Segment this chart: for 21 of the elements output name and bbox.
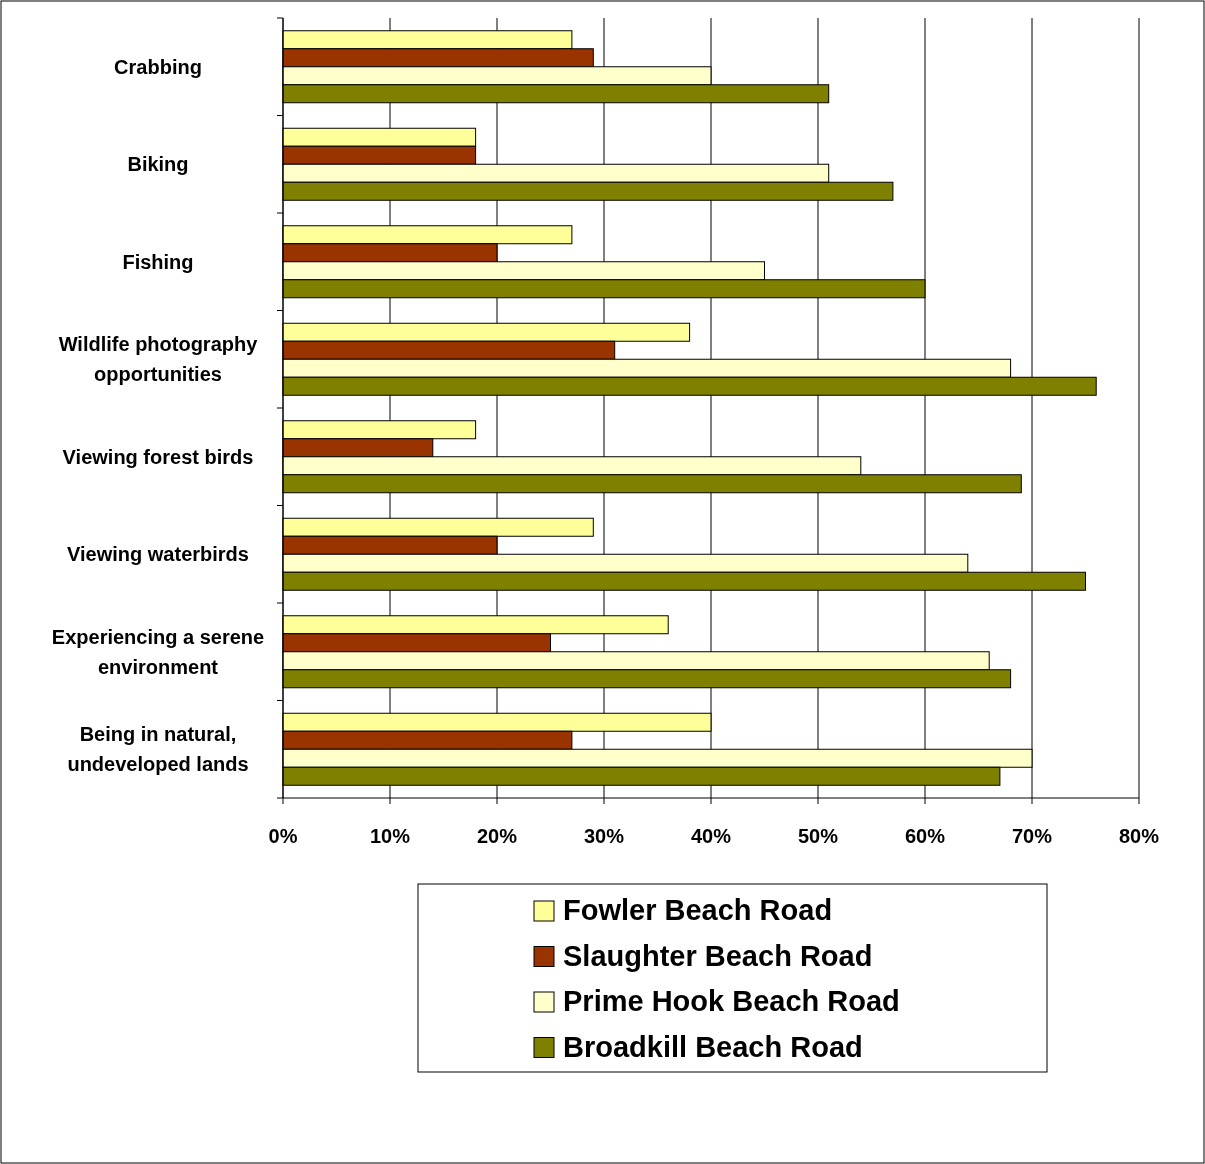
y-tick-label: Experiencing a serene environment	[51, 625, 265, 678]
x-tick-label: 10%	[369, 825, 411, 847]
y-tick-label: Biking	[127, 153, 189, 176]
y-tick-label: Crabbing	[114, 55, 202, 78]
x-tick-label: 50%	[797, 825, 839, 847]
legend-label: Broadkill Beach Road	[563, 1030, 863, 1063]
y-tick-label: Viewing waterbirds	[67, 543, 249, 566]
x-tick-label: 20%	[476, 825, 518, 847]
legend-label: Slaughter Beach Road	[563, 939, 873, 972]
legend-label: Fowler Beach Road	[563, 894, 833, 926]
y-tick-label: Viewing forest birds	[62, 445, 254, 468]
legend-label: Prime Hook Beach Road	[563, 985, 900, 1017]
x-tick-label: 70%	[1011, 825, 1053, 847]
x-tick-label: 80%	[1118, 825, 1160, 847]
y-tick-label: Being in natural, undeveloped lands	[67, 723, 249, 776]
y-tick-label: Wildlife photography opportunities	[58, 333, 259, 386]
x-tick-label: 40%	[690, 825, 732, 847]
y-tick-label: Fishing	[122, 250, 194, 273]
x-tick-label: 30%	[583, 825, 625, 847]
x-tick-label: 60%	[904, 825, 946, 847]
x-tick-label: 0%	[268, 825, 298, 847]
